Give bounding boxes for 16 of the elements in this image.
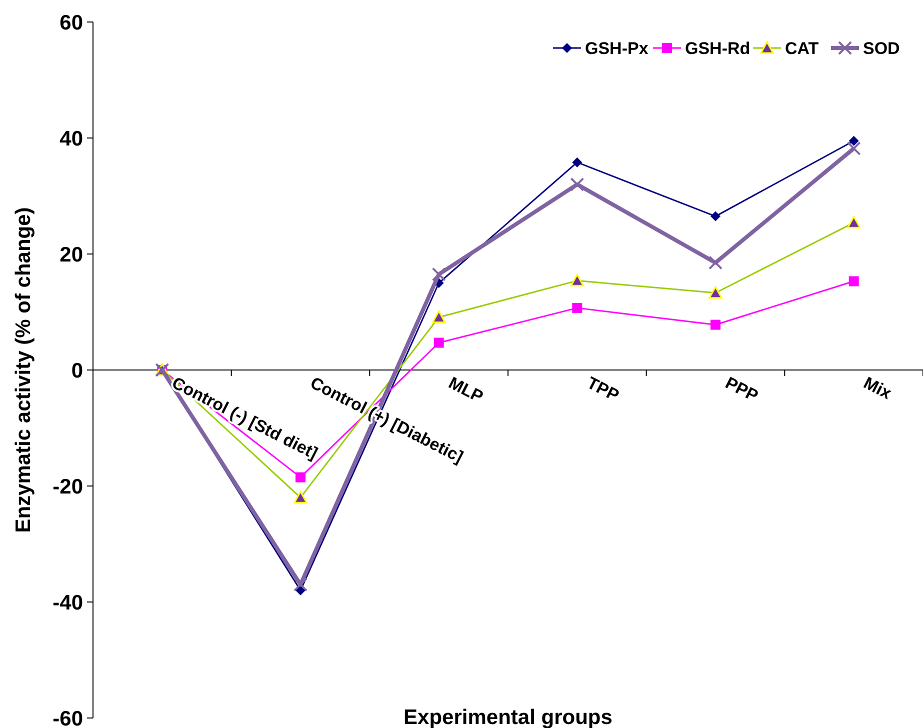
y-tick-label: -60 — [52, 707, 83, 728]
legend-label: SOD — [863, 38, 900, 58]
y-tick-label: 20 — [60, 243, 83, 266]
x-tick-label: MLP — [446, 373, 486, 406]
legend-label: GSH-Rd — [685, 38, 750, 58]
y-tick-label: 0 — [71, 359, 83, 382]
x-tick-label: Mix — [860, 373, 895, 404]
y-tick-label: -40 — [52, 591, 83, 614]
legend-label: CAT — [785, 38, 820, 58]
y-axis-title: Enzymatic activity (% of change) — [12, 207, 35, 533]
y-tick-label: 40 — [60, 127, 83, 150]
y-tick-label: 60 — [60, 11, 83, 34]
y-tick-label: -20 — [52, 475, 83, 498]
x-tick-label: PPP — [722, 373, 762, 406]
legend-label: GSH-Px — [585, 38, 649, 58]
x-tick-label: TPP — [584, 373, 622, 406]
